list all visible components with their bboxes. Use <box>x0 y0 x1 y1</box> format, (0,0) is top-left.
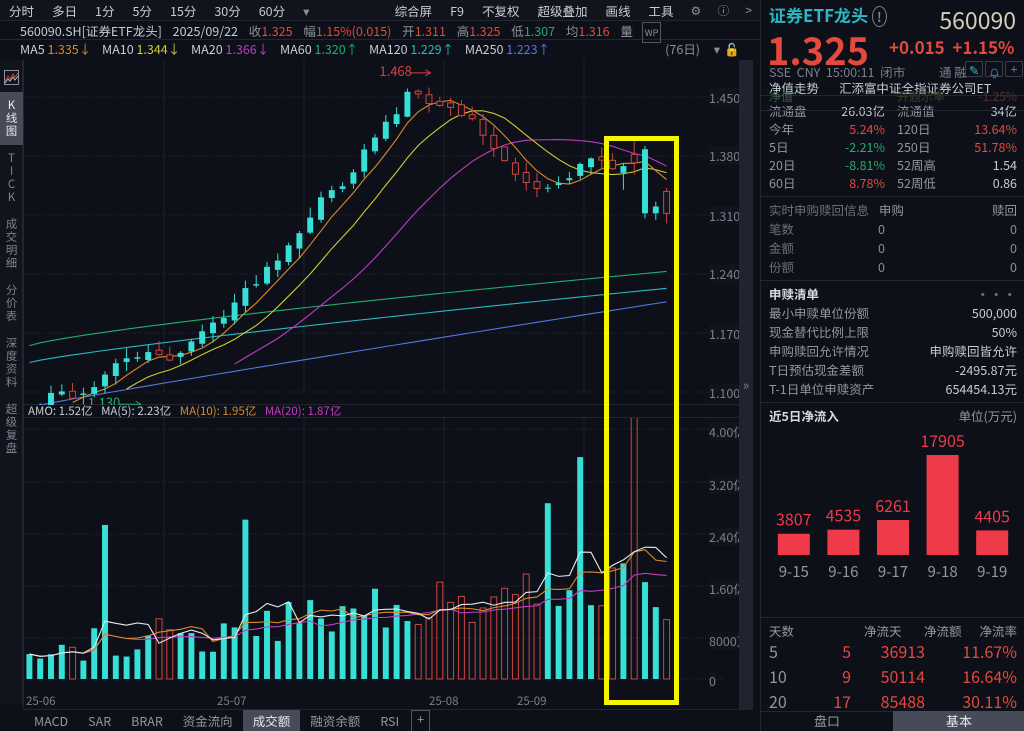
svg-text:17905: 17905 <box>920 428 965 452</box>
svg-text:9-18: 9-18 <box>928 561 958 582</box>
svg-text:9-19: 9-19 <box>977 561 1007 582</box>
svg-text:4535: 4535 <box>826 503 862 527</box>
svg-text:3807: 3807 <box>776 507 812 531</box>
svg-text:6261: 6261 <box>875 493 911 517</box>
svg-text:4405: 4405 <box>974 503 1010 527</box>
svg-text:9-16: 9-16 <box>828 561 858 582</box>
svg-text:9-15: 9-15 <box>779 561 809 582</box>
svg-text:1.468: 1.468 <box>379 61 411 80</box>
svg-text:9-17: 9-17 <box>878 561 908 582</box>
